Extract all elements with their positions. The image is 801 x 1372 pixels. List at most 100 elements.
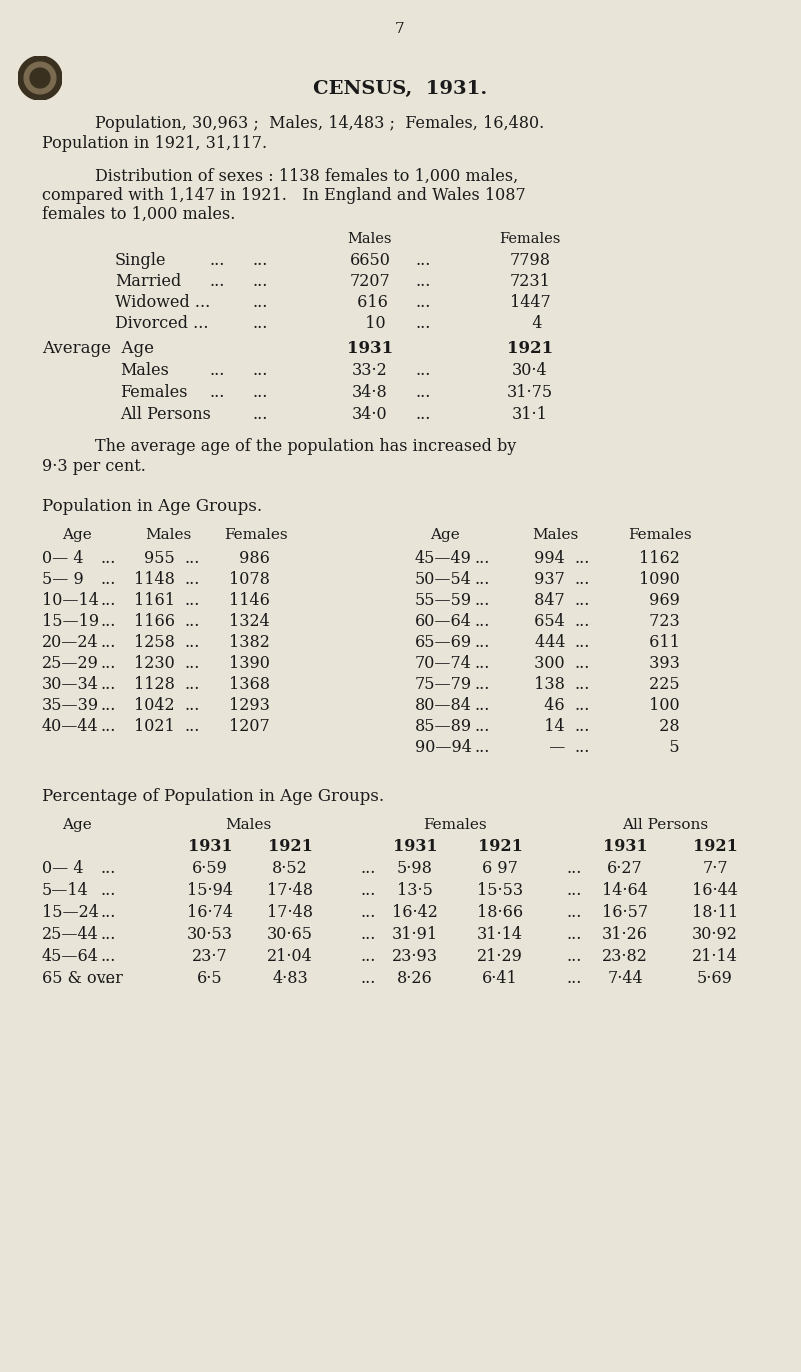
Text: ...: ... — [185, 613, 200, 630]
Text: ...: ... — [210, 273, 225, 289]
Text: ...: ... — [100, 970, 115, 986]
Polygon shape — [30, 69, 50, 88]
Text: 1447: 1447 — [509, 294, 550, 311]
Text: ...: ... — [475, 697, 490, 713]
Text: Females: Females — [120, 384, 187, 401]
Text: 40—44: 40—44 — [42, 718, 99, 735]
Text: 6650: 6650 — [349, 252, 390, 269]
Text: ...: ... — [415, 252, 430, 269]
Text: ...: ... — [415, 384, 430, 401]
Text: 17·48: 17·48 — [267, 904, 313, 921]
Text: 955: 955 — [144, 550, 175, 567]
Text: ...: ... — [360, 948, 376, 965]
Text: 1166: 1166 — [134, 613, 175, 630]
Text: 7: 7 — [395, 22, 405, 36]
Text: 31·91: 31·91 — [392, 926, 438, 943]
Text: 7231: 7231 — [509, 273, 550, 289]
Text: 8·52: 8·52 — [272, 860, 308, 877]
Text: ...: ... — [252, 316, 268, 332]
Text: 1931: 1931 — [392, 838, 437, 855]
Text: ...: ... — [252, 384, 268, 401]
Text: ...: ... — [100, 550, 115, 567]
Text: Age: Age — [430, 528, 460, 542]
Text: Males: Males — [120, 362, 169, 379]
Text: 1324: 1324 — [229, 613, 270, 630]
Text: Widowed ...: Widowed ... — [115, 294, 210, 311]
Text: 4: 4 — [517, 316, 543, 332]
Text: 6·59: 6·59 — [192, 860, 228, 877]
Text: 5: 5 — [654, 740, 680, 756]
Text: 50—54: 50—54 — [415, 571, 472, 589]
Text: ...: ... — [567, 926, 582, 943]
Text: ...: ... — [415, 406, 430, 423]
Text: 85—89: 85—89 — [415, 718, 472, 735]
Text: 393: 393 — [644, 654, 680, 672]
Text: ...: ... — [185, 634, 200, 650]
Text: 1390: 1390 — [229, 654, 270, 672]
Text: 7798: 7798 — [509, 252, 550, 269]
Text: 15·53: 15·53 — [477, 882, 523, 899]
Text: 1921: 1921 — [268, 838, 312, 855]
Text: ...: ... — [415, 294, 430, 311]
Text: 994: 994 — [529, 550, 565, 567]
Text: 969: 969 — [644, 591, 680, 609]
Text: 0— 4: 0— 4 — [42, 860, 83, 877]
Text: ...: ... — [475, 550, 490, 567]
Text: 31·26: 31·26 — [602, 926, 648, 943]
Text: 1146: 1146 — [229, 591, 270, 609]
Text: ...: ... — [100, 718, 115, 735]
Text: ...: ... — [100, 948, 115, 965]
Text: ...: ... — [210, 252, 225, 269]
Text: ...: ... — [100, 860, 115, 877]
Text: 65—69: 65—69 — [415, 634, 472, 650]
Text: 28: 28 — [650, 718, 680, 735]
Text: ...: ... — [252, 273, 268, 289]
Text: 1382: 1382 — [229, 634, 270, 650]
Text: 21·29: 21·29 — [477, 948, 523, 965]
Text: ...: ... — [475, 654, 490, 672]
Text: 6·27: 6·27 — [607, 860, 643, 877]
Text: 1293: 1293 — [229, 697, 270, 713]
Text: 80—84: 80—84 — [415, 697, 472, 713]
Text: 937: 937 — [529, 571, 565, 589]
Text: 1931: 1931 — [602, 838, 647, 855]
Text: 18·66: 18·66 — [477, 904, 523, 921]
Text: 16·42: 16·42 — [392, 904, 438, 921]
Text: 31·1: 31·1 — [512, 406, 548, 423]
Text: Males: Males — [145, 528, 191, 542]
Text: 986: 986 — [234, 550, 270, 567]
Text: ...: ... — [185, 676, 200, 693]
Text: ...: ... — [567, 904, 582, 921]
Text: 18·11: 18·11 — [692, 904, 738, 921]
Text: ...: ... — [210, 384, 225, 401]
Text: ...: ... — [100, 697, 115, 713]
Text: 13·5: 13·5 — [397, 882, 433, 899]
Text: 7207: 7207 — [349, 273, 390, 289]
Text: ...: ... — [100, 904, 115, 921]
Text: ...: ... — [252, 406, 268, 423]
Text: Population, 30,963 ;  Males, 14,483 ;  Females, 16,480.: Population, 30,963 ; Males, 14,483 ; Fem… — [95, 115, 544, 132]
Text: ...: ... — [252, 294, 268, 311]
Text: ...: ... — [475, 740, 490, 756]
Text: 14·64: 14·64 — [602, 882, 648, 899]
Text: 7·44: 7·44 — [607, 970, 643, 986]
Text: ...: ... — [415, 316, 430, 332]
Text: 60—64: 60—64 — [415, 613, 472, 630]
Text: Population in Age Groups.: Population in Age Groups. — [42, 498, 262, 514]
Text: 23·93: 23·93 — [392, 948, 438, 965]
Text: 30·4: 30·4 — [512, 362, 548, 379]
Text: Males: Males — [532, 528, 578, 542]
Text: All Persons: All Persons — [120, 406, 211, 423]
Text: ...: ... — [100, 654, 115, 672]
Text: 34·8: 34·8 — [352, 384, 388, 401]
Text: 611: 611 — [644, 634, 680, 650]
Text: ...: ... — [185, 697, 200, 713]
Text: 10: 10 — [355, 316, 385, 332]
Text: ...: ... — [185, 550, 200, 567]
Text: ...: ... — [100, 634, 115, 650]
Text: 444: 444 — [529, 634, 565, 650]
Text: females to 1,000 males.: females to 1,000 males. — [42, 206, 235, 224]
Text: 5—14: 5—14 — [42, 882, 89, 899]
Text: 33·2: 33·2 — [352, 362, 388, 379]
Text: Single: Single — [115, 252, 167, 269]
